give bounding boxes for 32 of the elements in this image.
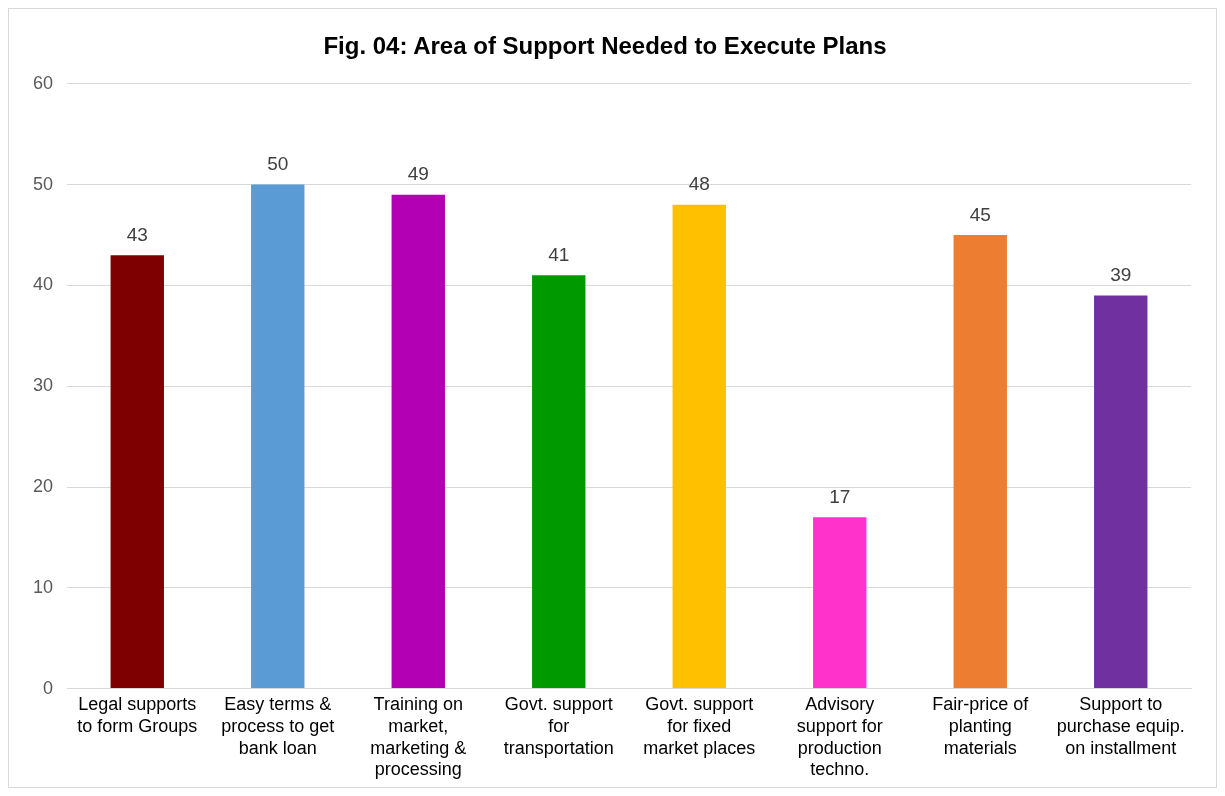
x-tick-label: Easy terms & process to get bank loan — [221, 694, 335, 758]
x-tick-label: Fair-price of planting materials — [932, 694, 1030, 758]
bar — [251, 184, 305, 689]
y-tick-label: 50 — [32, 173, 54, 194]
bar — [813, 517, 867, 689]
x-tick-label: Training on market, marketing & processing — [370, 694, 467, 780]
data-label: 17 — [829, 485, 851, 507]
data-label: 45 — [969, 203, 991, 225]
y-tick-label: 20 — [32, 475, 54, 496]
y-tick-label: 40 — [32, 274, 54, 295]
data-label: 41 — [548, 244, 570, 266]
y-tick-label: 30 — [32, 375, 54, 396]
x-tick-label: Govt. support for fixed market places — [643, 694, 756, 758]
y-tick-label: 60 — [32, 72, 54, 93]
bar — [532, 275, 586, 689]
data-label: 43 — [126, 223, 148, 245]
x-tick-label: Legal supports to form Groups — [77, 694, 198, 736]
bar — [391, 194, 445, 689]
x-tick-label: Govt. support for transportation — [503, 694, 614, 758]
y-tick-label: 0 — [43, 677, 54, 698]
y-tick-label: 10 — [32, 576, 54, 597]
bar — [672, 204, 726, 689]
x-tick-label: Support to purchase equip. on installment — [1056, 694, 1185, 758]
data-label: 50 — [267, 153, 289, 175]
data-label: 39 — [1110, 264, 1132, 286]
data-label: 49 — [407, 163, 429, 185]
bar — [953, 235, 1007, 689]
bar — [110, 255, 164, 689]
x-tick-label: Advisory support for production techno. — [796, 694, 883, 780]
data-label: 48 — [688, 173, 710, 195]
chart-title: Fig. 04: Area of Support Needed to Execute Plans — [323, 32, 887, 60]
bar — [1094, 295, 1148, 689]
